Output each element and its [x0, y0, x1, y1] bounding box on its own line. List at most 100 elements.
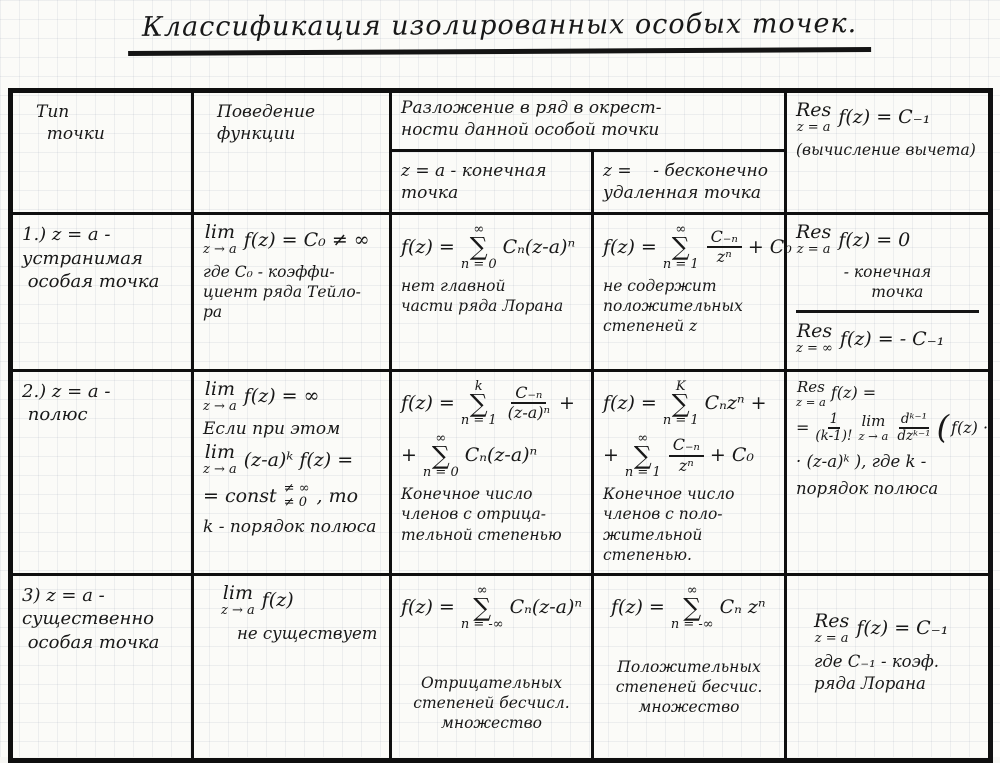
cell-r2-behavior: lim z → a f(z) = ∞ Если при этом lim z →… [191, 368, 392, 576]
plus-sign: + [603, 444, 619, 467]
sigma-icon: ∑ [469, 232, 488, 262]
lim-subscript: z → a [203, 398, 237, 414]
r1-residue-desc: - конечная точка [843, 262, 932, 302]
sigma-icon: ∑ [431, 441, 450, 471]
lim-subscript: z → a [858, 428, 889, 443]
res-rhs: f(z) = C₋₁ [856, 617, 949, 640]
classification-table: Тип точки Поведение функции Разложение в… [8, 88, 993, 763]
lim-operator: lim [222, 581, 253, 604]
lim-rhs: f(z) = C₀ ≠ ∞ [243, 228, 370, 251]
res-subscript: z = ∞ [796, 341, 833, 357]
r1-residue-infinite-formula: Res z = ∞ f(z) = - C₋₁ [796, 320, 979, 357]
formula-term: + C₀ [747, 235, 792, 258]
sum-symbol: ∞ ∑ n = 0 [423, 432, 459, 479]
sum-symbol: ∞ ∑ n = -∞ [671, 584, 714, 631]
r2-lim2-formula: lim z → a (z-a)ᵏ f(z) = [203, 443, 380, 477]
cell-r1-residue: Res z = a f(z) = 0 - конечная точка Res … [784, 212, 992, 372]
neq-stack: ≠ ∞ ≠ 0 [283, 481, 310, 511]
sum-lower-limit: n = 1 [662, 413, 699, 429]
formula-term: Cₙ(z-a)ⁿ [502, 235, 576, 258]
r2-infinite-note: Конечное число членов с поло- жительной … [603, 485, 735, 564]
fraction-denominator: zⁿ [678, 455, 694, 475]
sum-upper-limit: ∞ [476, 582, 488, 598]
r1-behavior-note: где C₀ - коэффи- циент ряда Тейло- ра [203, 262, 361, 322]
header-type-label: Тип точки [36, 102, 105, 145]
formula-term: Cₙzⁿ + [704, 392, 767, 415]
r2-finite-formula-line1: f(z) = k ∑ n = 1 C₋ₙ (z-a)ⁿ + [401, 380, 582, 427]
subheader-infinite-point: z = - бесконечно удаленная точка [591, 149, 787, 216]
header-cell-expansion: Разложение в ряд в окрест- ности данной … [389, 88, 787, 153]
lim-rhs: (z-a)ᵏ f(z) = [243, 448, 354, 471]
formula-lhs: f(z) = [611, 596, 665, 619]
r1-finite-note: нет главной части ряда Лорана [401, 276, 564, 315]
neq-infinity: ≠ ∞ [283, 481, 310, 497]
sum-lower-limit: n = 1 [662, 256, 699, 272]
fraction-denominator: dzᵏ⁻¹ [897, 428, 931, 445]
cell-r2-type: 2.) z = a - полюс [9, 368, 194, 576]
cell-r2-residue: Res z = a f(z) = = 1 (k-1)! lim z → a [784, 368, 992, 576]
sum-lower-limit: n = 1 [624, 465, 661, 481]
fraction-denominator: (k-1)! [815, 428, 853, 445]
sum-lower-limit: n = 0 [460, 256, 497, 272]
r2-residue-lhs: Res z = a f(z) = [796, 377, 979, 408]
cell-r3-finite: f(z) = ∞ ∑ n = -∞ Cₙ(z-a)ⁿ Отрицательных… [389, 572, 594, 762]
formula-term: f(z) · [951, 417, 989, 437]
lim-subscript: z → a [221, 602, 255, 618]
res-operator: Res [796, 320, 833, 343]
subheader-finite-label: z = a - конечная точка [401, 161, 547, 204]
r2-infinite-formula-line2: + ∞ ∑ n = 1 C₋ₙ zⁿ + C₀ [603, 432, 775, 479]
res-subscript: z = a [814, 630, 849, 646]
cell-r1-finite: f(z) = ∞ ∑ n = 0 Cₙ(z-a)ⁿ нет главной ча… [389, 212, 594, 372]
r2-type-text: 2.) z = a - полюс [22, 380, 111, 426]
formula-term: Cₙ zⁿ [719, 596, 766, 619]
r3-residue-note: где C₋₁ - коэф. ряда Лорана [814, 652, 940, 693]
sum-upper-limit: K [675, 378, 686, 394]
sigma-icon: ∑ [469, 388, 488, 418]
r2-residue-main-formula: = 1 (k-1)! lim z → a dᵏ⁻¹ dzᵏ⁻¹ ( f(z) · [796, 411, 988, 445]
sum-lower-limit: n = 1 [460, 413, 497, 429]
res-rhs: f(z) = C₋₁ [838, 106, 931, 129]
fraction-numerator: C₋ₙ [706, 227, 742, 248]
r1-lim-formula: lim z → a f(z) = C₀ ≠ ∞ [203, 222, 380, 257]
res-rhs: f(z) = 0 [838, 228, 911, 251]
sum-symbol: k ∑ n = 1 [461, 380, 497, 427]
r2-finite-note: Конечное число членов с отрица- тельной … [401, 485, 562, 544]
r1-finite-formula: f(z) = ∞ ∑ n = 0 Cₙ(z-a)ⁿ [401, 223, 582, 270]
res-operator: Res [796, 221, 832, 244]
r3-residue-formula: Res z = a f(z) = C₋₁ [814, 609, 979, 646]
r2-finite-formula-line2: + ∞ ∑ n = 0 Cₙ(z-a)ⁿ [401, 432, 582, 479]
fraction: C₋ₙ zⁿ [706, 227, 742, 267]
res-operator: Res [797, 377, 825, 396]
formula-lhs: f(z) = [401, 392, 455, 415]
page-title: Классификация изолированных особых точек… [0, 4, 1000, 88]
fraction-numerator: 1 [827, 411, 841, 430]
subheader-infinite-label: z = - бесконечно удаленная точка [603, 161, 768, 204]
sum-upper-limit: ∞ [435, 431, 447, 447]
formula-lhs: f(z) = [401, 235, 455, 258]
neq-zero: ≠ 0 [283, 495, 307, 511]
fraction-denominator: zⁿ [716, 247, 732, 266]
r3-infinite-note: Положительных степеней бесчис. множество [615, 658, 763, 717]
r2-residue-tail1: · (z-a)ᵏ ), где k - [796, 451, 927, 471]
cell-r1-infinite: f(z) = ∞ ∑ n = 1 C₋ₙ zⁿ + C₀ не содержит… [591, 212, 792, 372]
sum-symbol: ∞ ∑ n = 1 [625, 432, 661, 479]
lim-rhs: f(z) [261, 589, 294, 612]
sum-symbol: ∞ ∑ n = 0 [461, 223, 497, 270]
res-operator: Res [796, 99, 832, 121]
r3-type-text: 3) z = a - существенно особая точка [22, 584, 160, 653]
lim-rhs: f(z) = ∞ [243, 385, 320, 408]
header-expansion-label: Разложение в ряд в окрест- ности данной … [401, 98, 662, 141]
r2-condition-intro: Если при этом [203, 419, 341, 440]
fraction: C₋ₙ zⁿ [668, 435, 704, 475]
formula-term: Cₙ(z-a)ⁿ [509, 596, 583, 619]
res-operator: Res [814, 609, 850, 632]
fraction-numerator: C₋ₙ [511, 383, 547, 405]
cell-r1-behavior: lim z → a f(z) = C₀ ≠ ∞ где C₀ - коэффи-… [191, 212, 392, 372]
sum-lower-limit: n = 0 [422, 465, 459, 481]
residue-header-formula: Res z = a f(z) = C₋₁ [796, 99, 979, 135]
sum-symbol: K ∑ n = 1 [663, 380, 699, 427]
cell-r2-infinite: f(z) = K ∑ n = 1 Cₙzⁿ + + ∞ ∑ n = 1 [591, 368, 787, 576]
sum-symbol: ∞ ∑ n = 1 [663, 223, 699, 270]
sum-lower-limit: n = -∞ [460, 617, 504, 633]
